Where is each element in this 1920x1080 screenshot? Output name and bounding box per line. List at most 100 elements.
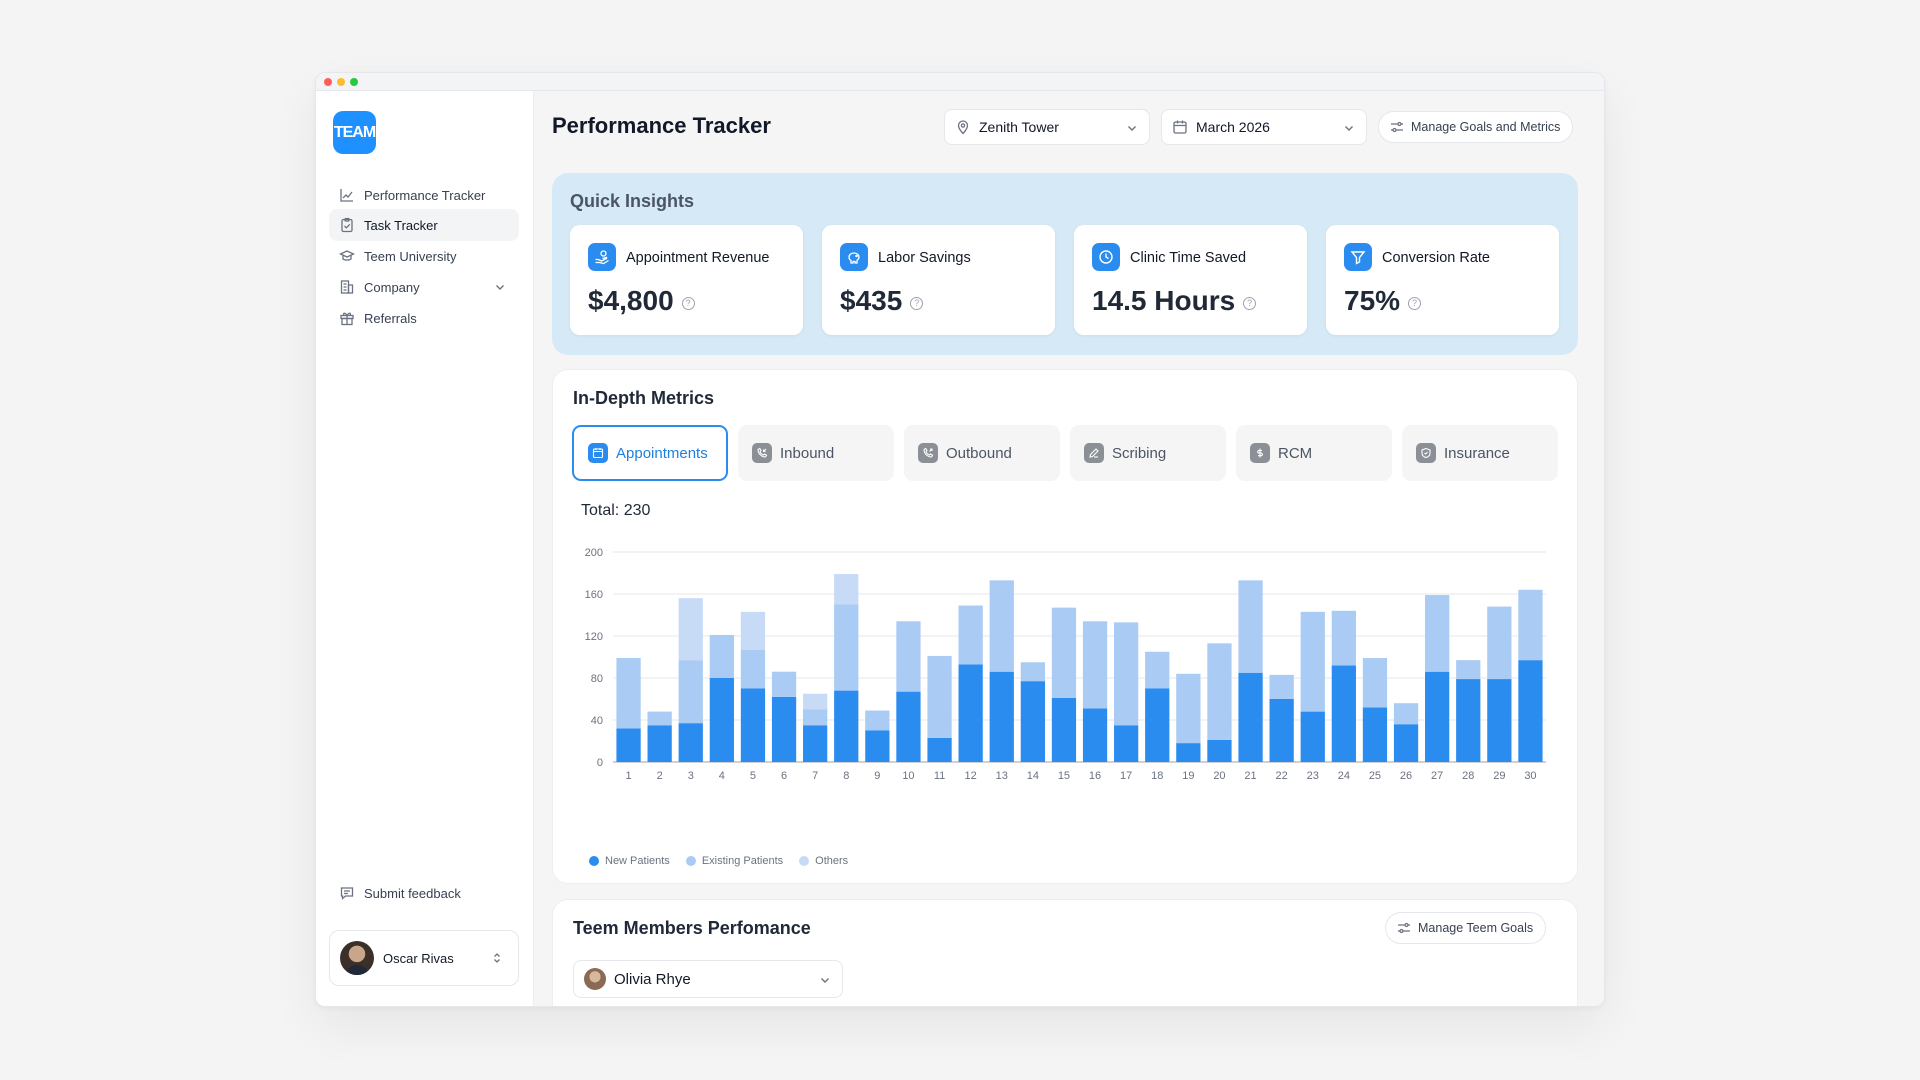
in-depth-metrics-panel: In-Depth Metrics Appointments Inbound Ou…	[552, 369, 1578, 884]
team-member-select[interactable]: Olivia Rhye	[573, 960, 843, 998]
bar-segment	[678, 660, 703, 724]
x-tick-label: 9	[874, 770, 880, 782]
maximize-window-dot[interactable]	[350, 78, 358, 86]
team-performance-panel: Teem Members Perfomance Manage Teem Goal…	[552, 899, 1578, 1006]
user-menu[interactable]: Oscar Rivas	[329, 930, 519, 986]
sidebar-item-teem-university[interactable]: Teem University	[329, 240, 519, 272]
bar-segment	[1051, 697, 1077, 762]
bar-segment	[1269, 674, 1294, 699]
shield-icon	[1416, 443, 1436, 463]
x-tick-label: 29	[1493, 770, 1505, 782]
bar-segment	[803, 709, 828, 726]
bar-segment	[1362, 707, 1388, 762]
tab-rcm[interactable]: RCM	[1236, 425, 1392, 481]
sidebar-item-company[interactable]: Company	[329, 271, 519, 303]
pencil-icon	[1084, 443, 1104, 463]
kpi-label: Labor Savings	[878, 250, 971, 266]
sidebar-item-label: Performance Tracker	[364, 187, 486, 203]
chevron-down-icon[interactable]	[493, 280, 507, 294]
bar-segment	[647, 711, 672, 726]
manage-goals-metrics-button[interactable]: Manage Goals and Metrics	[1378, 111, 1574, 143]
submit-feedback-label: Submit feedback	[364, 885, 461, 901]
tab-inbound[interactable]: Inbound	[738, 425, 894, 481]
phone-incoming-icon	[752, 443, 772, 463]
chart-line-icon	[339, 187, 355, 203]
sidebar-item-referrals[interactable]: Referrals	[329, 302, 519, 334]
minimize-window-dot[interactable]	[337, 78, 345, 86]
bar-segment	[1425, 595, 1450, 672]
legend-label: New Patients	[605, 855, 670, 867]
team-member-value: Olivia Rhye	[614, 970, 691, 988]
x-tick-label: 14	[1027, 770, 1039, 782]
help-icon[interactable]: ?	[1408, 297, 1422, 310]
x-tick-label: 11	[934, 770, 945, 782]
y-tick-label: 120	[585, 631, 603, 643]
bar-segment	[1393, 724, 1419, 762]
bar-segment	[1145, 688, 1170, 762]
chevron-down-icon	[821, 978, 829, 983]
submit-feedback-link[interactable]: Submit feedback	[329, 877, 519, 909]
help-icon[interactable]: ?	[910, 297, 924, 310]
bar-segment	[740, 611, 766, 650]
quick-insights-panel: Quick Insights Appointment Revenue $4,80…	[552, 173, 1578, 355]
sidebar: TEAM Performance Tracker Task Tracker Te…	[316, 91, 534, 1006]
clock-icon	[1092, 243, 1120, 271]
calendar-icon	[588, 443, 608, 463]
x-tick-label: 24	[1338, 770, 1350, 782]
bar-segment	[1331, 665, 1356, 762]
sidebar-item-label: Teem University	[364, 248, 457, 264]
tab-appointments[interactable]: Appointments	[572, 425, 728, 481]
kpi-conversion-rate: Conversion Rate 75%?	[1326, 225, 1559, 335]
window-titlebar	[316, 73, 1604, 91]
legend-item-others: Others	[799, 855, 848, 867]
bar-segment	[616, 658, 641, 729]
team-performance-title: Teem Members Perfomance	[573, 918, 811, 938]
bar-segment	[1051, 607, 1077, 698]
y-tick-label: 0	[597, 757, 603, 769]
sidebar-item-label: Company	[364, 279, 420, 295]
sidebar-item-label: Task Tracker	[364, 217, 438, 233]
kpi-labor-savings: Labor Savings $435?	[822, 225, 1055, 335]
help-icon[interactable]: ?	[681, 297, 695, 310]
x-tick-label: 28	[1462, 770, 1474, 782]
bar-segment	[1269, 699, 1294, 762]
close-window-dot[interactable]	[324, 78, 332, 86]
chart-total: Total: 230	[581, 502, 651, 519]
location-select[interactable]: Zenith Tower	[944, 109, 1150, 145]
kpi-label: Clinic Time Saved	[1130, 250, 1247, 266]
tab-insurance[interactable]: Insurance	[1402, 425, 1558, 481]
bar-segment	[1238, 672, 1263, 762]
bar-segment	[1082, 621, 1108, 709]
sidebar-item-performance-tracker[interactable]: Performance Tracker	[329, 179, 519, 211]
x-tick-label: 26	[1400, 770, 1412, 782]
tab-outbound[interactable]: Outbound	[904, 425, 1060, 481]
kpi-value: $4,800?	[588, 285, 695, 317]
bar-segment	[927, 655, 952, 738]
user-name: Oscar Rivas	[383, 950, 454, 966]
chevron-updown-icon	[494, 953, 500, 963]
location-value: Zenith Tower	[979, 119, 1059, 135]
bar-segment	[834, 574, 859, 605]
piggy-bank-icon	[840, 243, 868, 271]
help-icon[interactable]: ?	[1243, 297, 1257, 310]
bar-segment	[1176, 743, 1201, 762]
app-logo[interactable]: TEAM	[333, 111, 376, 154]
tab-label: Scribing	[1112, 444, 1167, 462]
manage-teem-goals-label: Manage Teem Goals	[1418, 921, 1534, 935]
sidebar-item-task-tracker[interactable]: Task Tracker	[329, 209, 519, 241]
bar-segment	[1300, 611, 1325, 712]
bar-segment	[1020, 662, 1045, 682]
bar-segment	[678, 598, 703, 661]
x-tick-label: 30	[1524, 770, 1536, 782]
tab-label: RCM	[1278, 444, 1313, 462]
avatar	[584, 968, 606, 990]
calendar-icon	[1172, 119, 1188, 135]
bar-segment	[958, 605, 983, 665]
tab-label: Appointments	[616, 444, 708, 462]
tab-scribing[interactable]: Scribing	[1070, 425, 1226, 481]
month-select[interactable]: March 2026	[1161, 109, 1367, 145]
bar-segment	[1331, 610, 1356, 666]
manage-teem-goals-button[interactable]: Manage Teem Goals	[1385, 912, 1547, 944]
bar-segment	[1176, 673, 1201, 744]
clipboard-icon	[339, 217, 355, 233]
